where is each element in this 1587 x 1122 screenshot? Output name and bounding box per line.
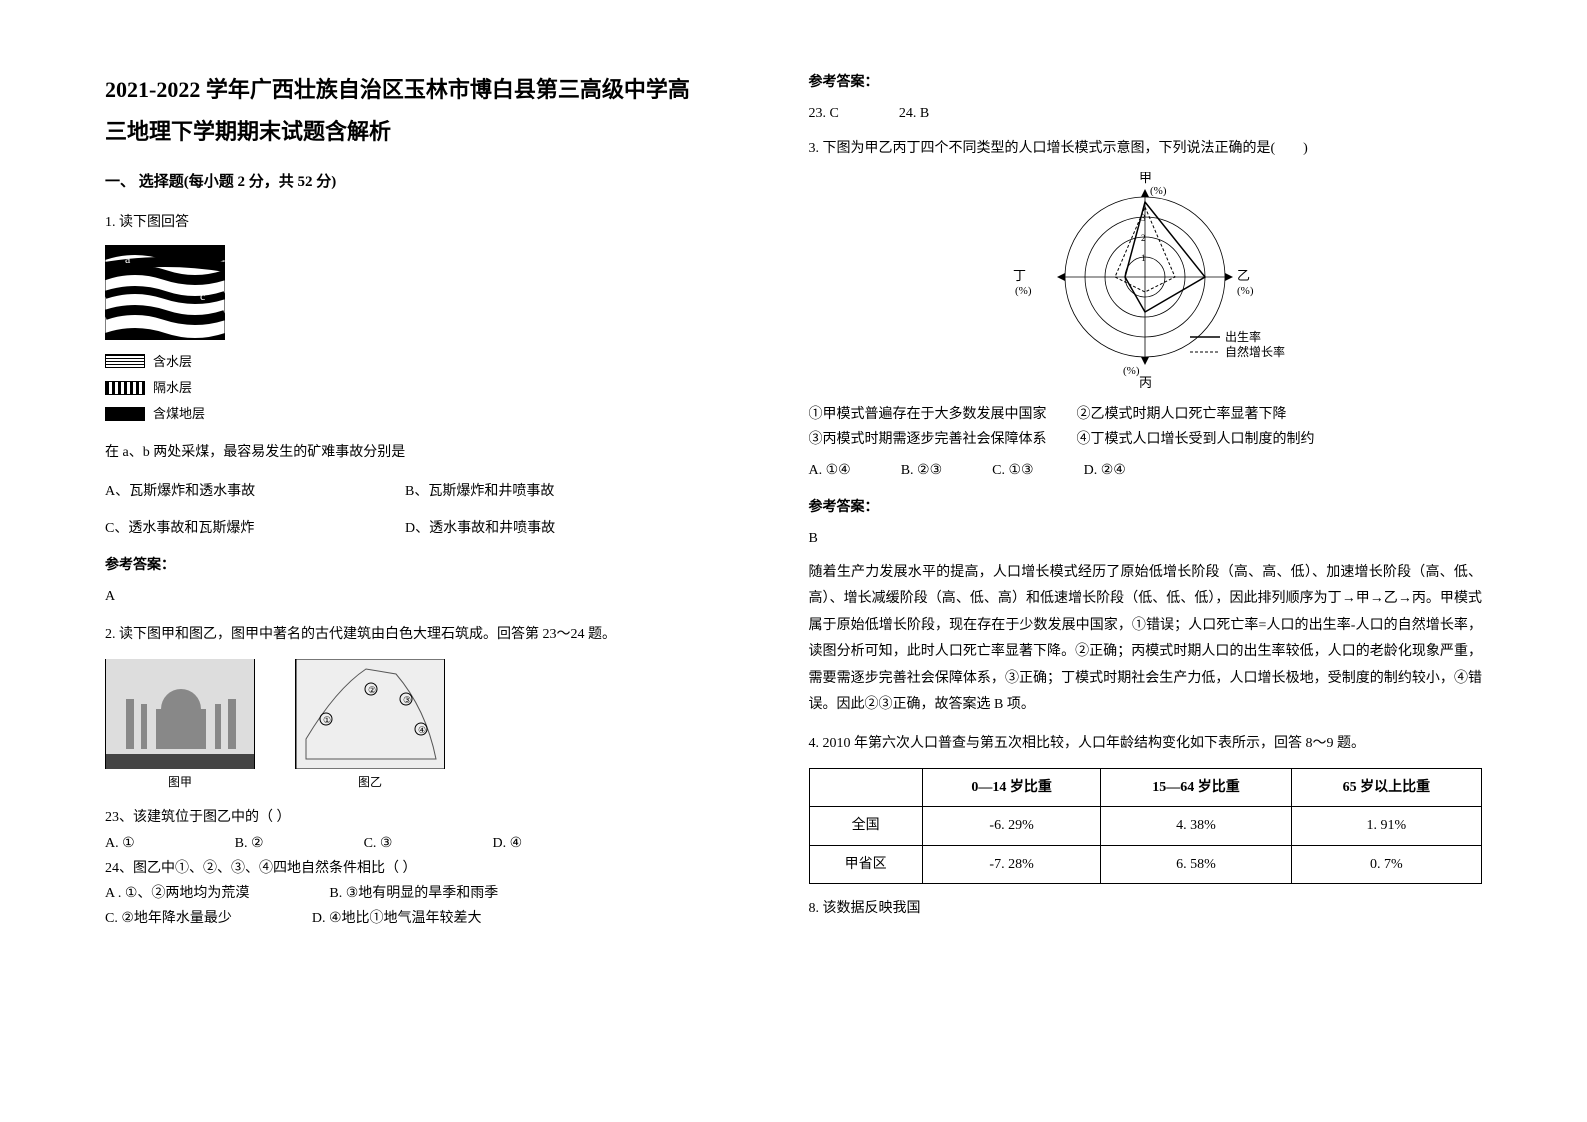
svg-text:丁: 丁 [1013,268,1026,283]
question-3: 3. 下图为甲乙丙丁四个不同类型的人口增长模式示意图，下列说法正确的是( ) [809,136,1483,719]
coal-layer-diagram: a c b [105,245,225,340]
svg-text:2: 2 [1141,233,1146,243]
q1-stem: 1. 读下图回答 [105,210,779,235]
q1-optA: A、瓦斯爆炸和透水事故 [105,479,345,504]
svg-text:①: ① [323,715,331,725]
svg-text:丙: 丙 [1139,375,1152,390]
svg-text:乙: 乙 [1237,268,1250,283]
question-2: 2. 读下图甲和图乙，图甲中著名的古代建筑由白色大理石筑成。回答第 23～24 … [105,622,779,932]
q3-optC: C. ①③ [992,458,1033,483]
q4-stem: 4. 2010 年第六次人口普查与第五次相比较，人口年龄结构变化如下表所示，回答… [809,731,1483,756]
title-line1: 2021-2022 学年广西壮族自治区玉林市博白县第三高级中学高 [105,70,779,110]
question-1: 1. 读下图回答 a c b 含水层 隔水层 [105,210,779,609]
svg-text:(%): (%) [1150,185,1167,197]
legend-coal: 含煤地层 [105,402,779,425]
q8-stem: 8. 该数据反映我国 [809,896,1483,921]
q1-optC: C、透水事故和瓦斯爆炸 [105,516,345,541]
q3-optB: B. ②③ [901,458,942,483]
q1-answer: A [105,584,779,609]
ans23: 23. C [809,101,839,126]
svg-text:a: a [125,252,131,266]
question-4: 4. 2010 年第六次人口普查与第五次相比较，人口年龄结构变化如下表所示，回答… [809,731,1483,921]
q24-stem: 24、图乙中①、②、③、④四地自然条件相比（ ） [105,856,779,881]
q1-optD: D、透水事故和井喷事故 [405,516,555,541]
svg-text:甲: 甲 [1139,172,1152,185]
legend-barrier: 隔水层 [105,376,779,399]
svg-text:②: ② [368,685,376,695]
radar-chart: 1 2 3 甲 乙 丙 丁 (%) (%) (%) (%) 出生率 自然增长率 [1005,172,1285,392]
svg-text:④: ④ [418,725,426,735]
svg-text:(%): (%) [1123,365,1140,377]
right-answer-label: 参考答案： [809,70,1483,95]
q3-explanation: 随着生产力发展水平的提高，人口增长模式经历了原始低增长阶段（高、高、低）、加速增… [809,560,1483,720]
svg-text:自然增长率: 自然增长率 [1225,344,1285,359]
q3-s2: ②乙模式时期人口死亡率显著下降 [1077,402,1287,427]
title-line2: 三地理下学期期末试题含解析 [105,112,779,152]
q23-optD: D. ④ [492,831,522,856]
q3-optA: A. ①④ [809,458,851,483]
svg-text:(%): (%) [1237,285,1254,297]
svg-text:3: 3 [1141,213,1146,223]
q23-optA: A. ① [105,831,135,856]
svg-text:c: c [200,289,205,303]
svg-text:③: ③ [403,695,411,705]
q1-optB: B、瓦斯爆炸和井喷事故 [405,479,554,504]
q3-stem: 3. 下图为甲乙丙丁四个不同类型的人口增长模式示意图，下列说法正确的是( ) [809,136,1483,161]
q2-stem: 2. 读下图甲和图乙，图甲中著名的古代建筑由白色大理石筑成。回答第 23～24 … [105,622,779,647]
q23-optB: B. ② [235,831,264,856]
image-yi: ① ② ③ ④ [295,659,445,769]
q1-answer-label: 参考答案： [105,553,779,578]
image-jia [105,659,255,769]
q24-optD: D. ④地比①地气温年较差大 [312,906,482,931]
q3-answer: B [809,526,1483,551]
q3-s3: ③丙模式时期需逐步完善社会保障体系 [809,427,1047,452]
q24-optA: A . ①、②两地均为荒漠 [105,881,249,906]
svg-text:b: b [205,322,211,336]
q24-optC: C. ②地年降水量最少 [105,906,232,931]
q3-optD: D. ②④ [1084,458,1126,483]
img-label-yi: 图乙 [295,772,445,794]
svg-text:(%): (%) [1015,285,1032,297]
population-table: 0—14 岁比重 15—64 岁比重 65 岁以上比重 全国 -6. 29% 4… [809,768,1483,884]
q23-stem: 23、该建筑位于图乙中的（ ） [105,805,779,830]
section-header: 一、 选择题(每小题 2 分，共 52 分) [105,169,779,196]
ans24: 24. B [899,101,929,126]
q3-s4: ④丁模式人口增长受到人口制度的制约 [1077,427,1315,452]
q23-optC: C. ③ [364,831,393,856]
svg-text:出生率: 出生率 [1225,329,1261,344]
img-label-jia: 图甲 [105,772,255,794]
svg-text:1: 1 [1141,253,1146,263]
coal-diagram-container: a c b 含水层 隔水层 含煤地层 [105,245,779,425]
q24-optB: B. ③地有明显的旱季和雨季 [329,881,498,906]
legend-water: 含水层 [105,350,779,373]
q3-answer-label: 参考答案： [809,495,1483,520]
q3-s1: ①甲模式普遍存在于大多数发展中国家 [809,402,1047,427]
q1-sub: 在 a、b 两处采煤，最容易发生的矿难事故分别是 [105,440,779,465]
